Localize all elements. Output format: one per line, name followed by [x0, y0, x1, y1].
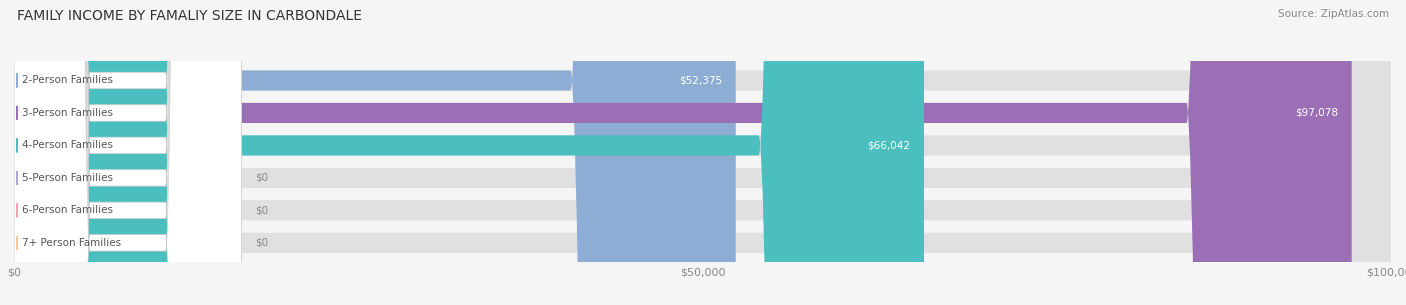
FancyBboxPatch shape — [14, 0, 735, 305]
FancyBboxPatch shape — [14, 0, 1392, 305]
FancyBboxPatch shape — [14, 0, 1351, 305]
FancyBboxPatch shape — [14, 0, 242, 305]
FancyBboxPatch shape — [14, 0, 45, 305]
FancyBboxPatch shape — [14, 0, 1392, 305]
FancyBboxPatch shape — [14, 0, 1392, 305]
Text: FAMILY INCOME BY FAMALIY SIZE IN CARBONDALE: FAMILY INCOME BY FAMALIY SIZE IN CARBOND… — [17, 9, 361, 23]
Text: 6-Person Families: 6-Person Families — [22, 205, 114, 215]
FancyBboxPatch shape — [14, 0, 1392, 305]
FancyBboxPatch shape — [14, 0, 924, 305]
Text: $0: $0 — [256, 173, 269, 183]
Text: Source: ZipAtlas.com: Source: ZipAtlas.com — [1278, 9, 1389, 19]
FancyBboxPatch shape — [14, 0, 45, 305]
Text: 5-Person Families: 5-Person Families — [22, 173, 114, 183]
FancyBboxPatch shape — [14, 0, 45, 305]
FancyBboxPatch shape — [14, 0, 242, 305]
Text: $66,042: $66,042 — [868, 140, 910, 150]
FancyBboxPatch shape — [14, 0, 242, 305]
Text: $52,375: $52,375 — [679, 75, 721, 85]
FancyBboxPatch shape — [14, 0, 242, 305]
FancyBboxPatch shape — [14, 0, 1392, 305]
Text: $0: $0 — [256, 205, 269, 215]
Text: $97,078: $97,078 — [1295, 108, 1339, 118]
Text: 4-Person Families: 4-Person Families — [22, 140, 114, 150]
Text: 3-Person Families: 3-Person Families — [22, 108, 114, 118]
FancyBboxPatch shape — [14, 0, 242, 305]
Text: 2-Person Families: 2-Person Families — [22, 75, 114, 85]
FancyBboxPatch shape — [14, 0, 242, 305]
FancyBboxPatch shape — [14, 0, 1392, 305]
Text: $0: $0 — [256, 238, 269, 248]
Text: 7+ Person Families: 7+ Person Families — [22, 238, 121, 248]
